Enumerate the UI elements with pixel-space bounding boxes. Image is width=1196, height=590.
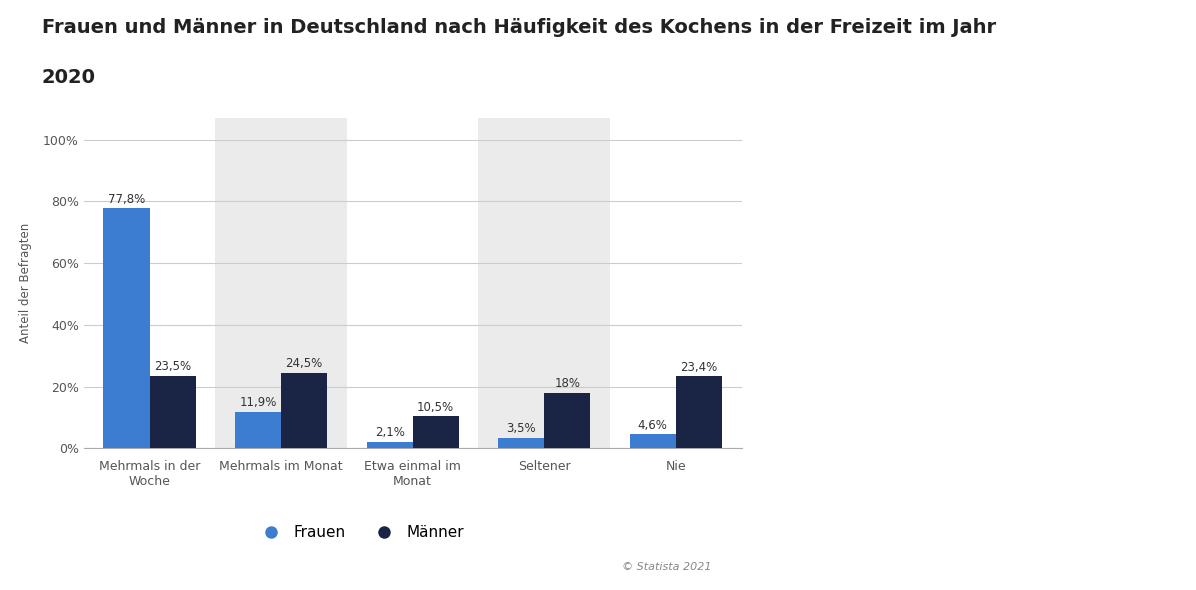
Bar xyxy=(84,118,215,448)
Text: 23,4%: 23,4% xyxy=(681,360,718,373)
Bar xyxy=(236,412,281,448)
Text: © Statista 2021: © Statista 2021 xyxy=(622,562,712,572)
Text: 4,6%: 4,6% xyxy=(637,419,667,432)
Bar xyxy=(215,118,347,448)
Text: 3,5%: 3,5% xyxy=(506,422,536,435)
Bar xyxy=(281,373,328,448)
Legend: Frauen, Männer: Frauen, Männer xyxy=(249,519,471,546)
Text: Frauen und Männer in Deutschland nach Häufigkeit des Kochens in der Freizeit im : Frauen und Männer in Deutschland nach Hä… xyxy=(42,18,996,37)
Bar xyxy=(630,434,676,448)
Text: 11,9%: 11,9% xyxy=(239,396,276,409)
Text: 77,8%: 77,8% xyxy=(108,193,145,206)
Text: 23,5%: 23,5% xyxy=(154,360,191,373)
Text: 2020: 2020 xyxy=(42,68,96,87)
Bar xyxy=(676,376,722,448)
Text: 10,5%: 10,5% xyxy=(417,401,454,414)
Bar xyxy=(104,208,150,448)
Bar xyxy=(499,438,544,448)
Bar xyxy=(367,442,413,448)
Bar xyxy=(150,376,196,448)
Y-axis label: Anteil der Befragten: Anteil der Befragten xyxy=(19,223,32,343)
Bar xyxy=(347,118,478,448)
Bar xyxy=(478,118,610,448)
Bar xyxy=(610,118,742,448)
Text: 18%: 18% xyxy=(554,378,580,391)
Bar xyxy=(544,393,591,448)
Bar xyxy=(413,416,459,448)
Text: 24,5%: 24,5% xyxy=(286,358,323,371)
Text: 2,1%: 2,1% xyxy=(374,427,404,440)
